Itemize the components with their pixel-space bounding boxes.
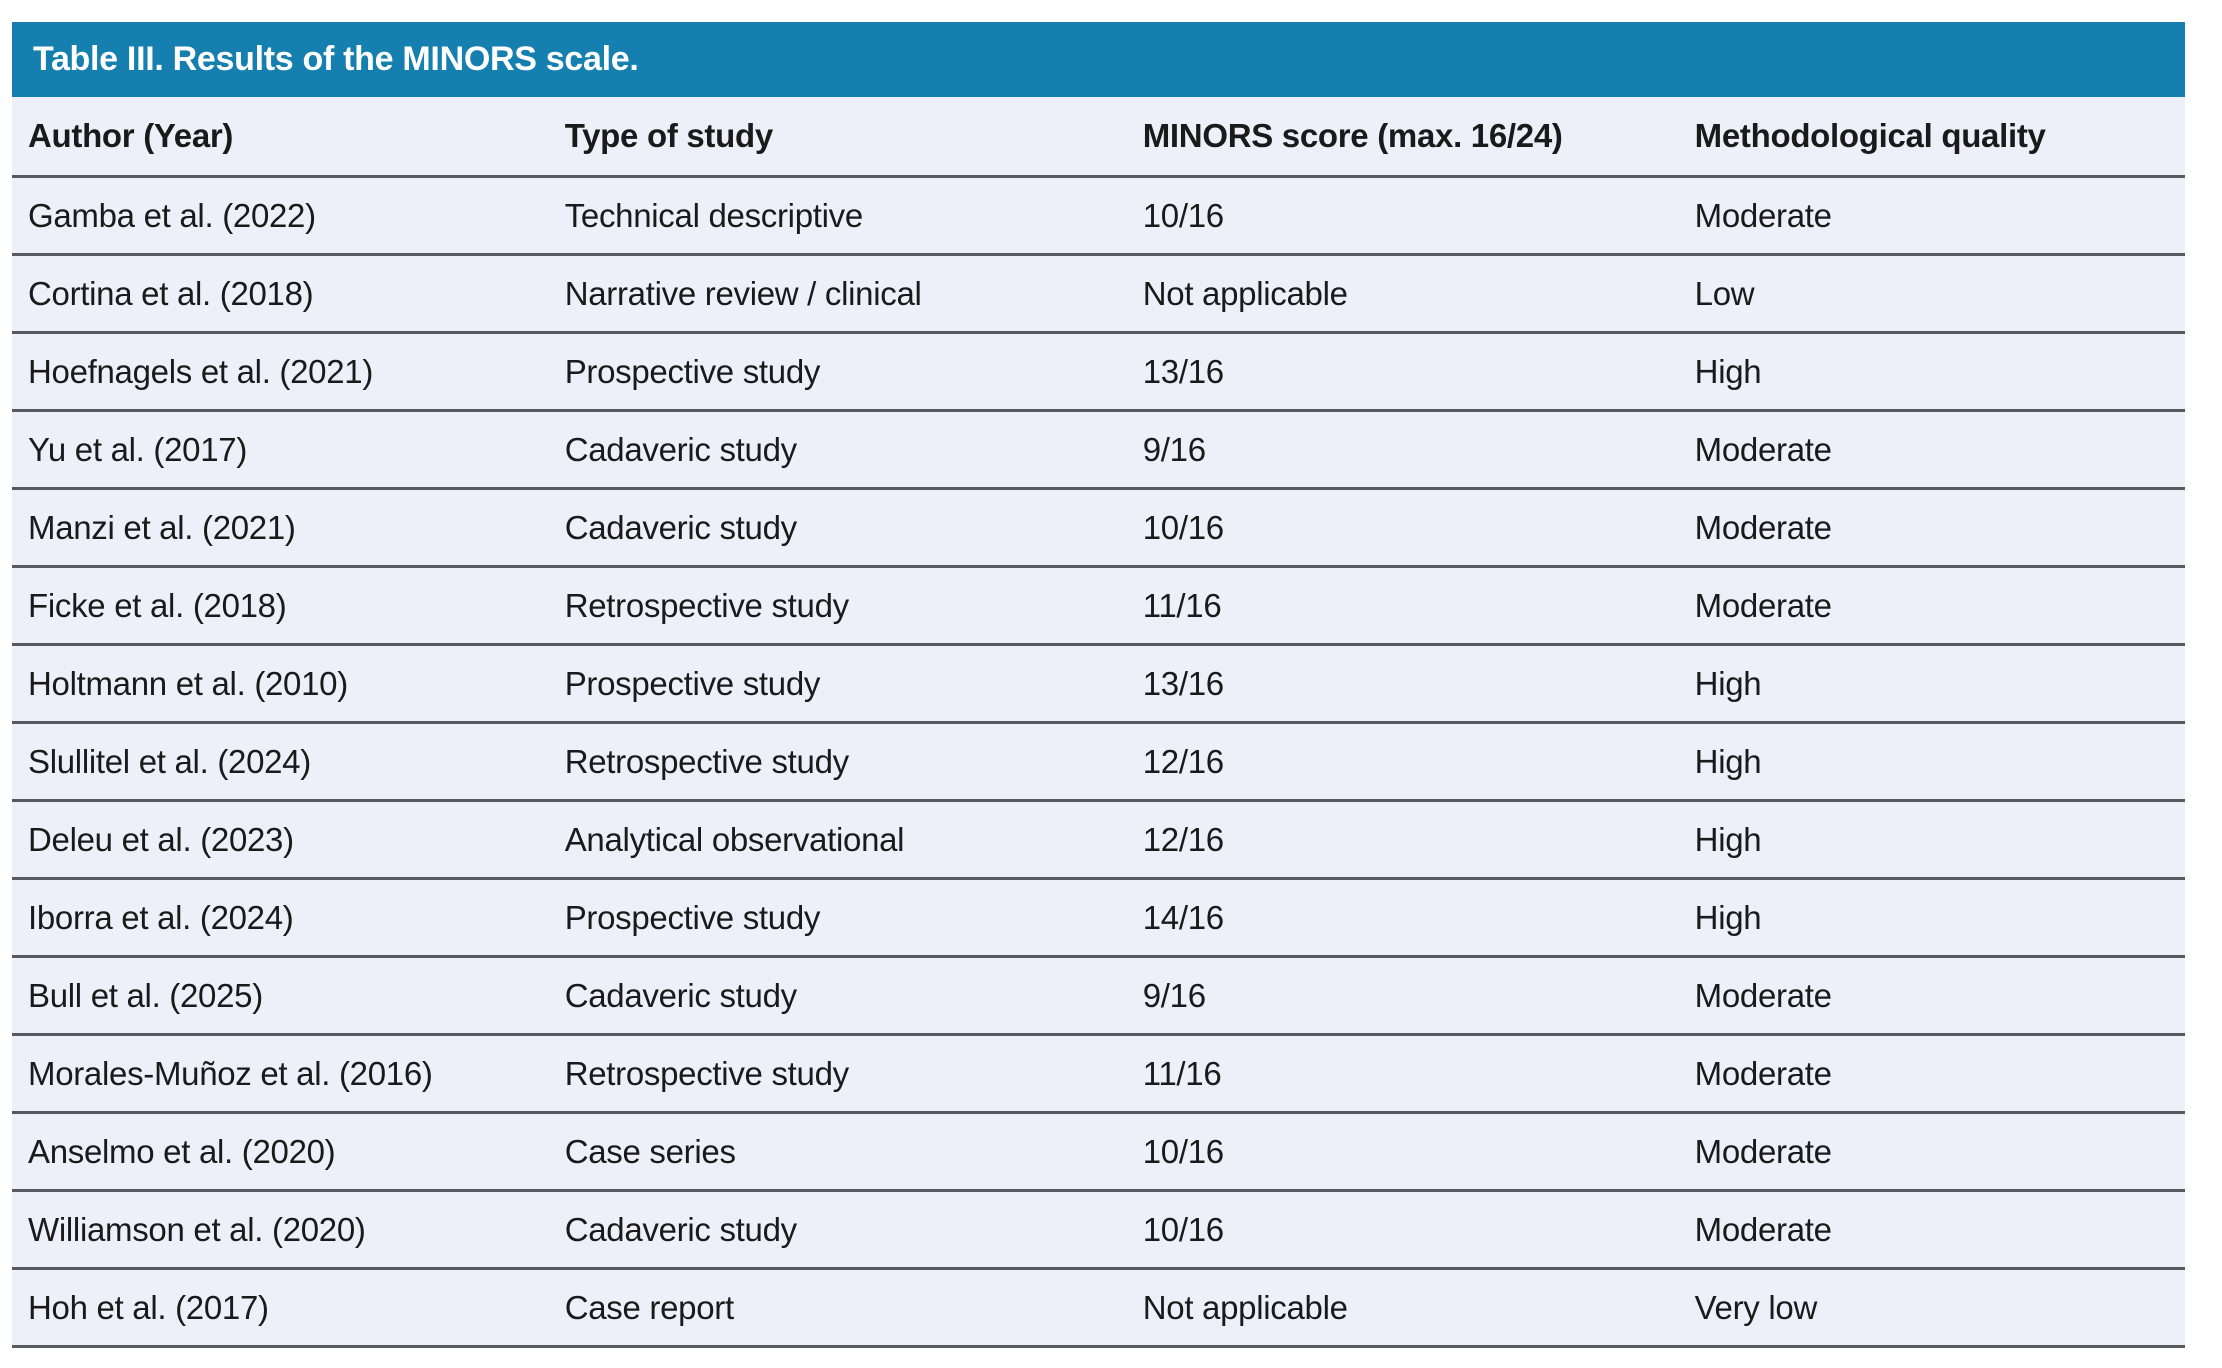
study-type-cell: Narrative review / clinical xyxy=(548,254,1127,334)
minors-table-card: Table III. Results of the MINORS scale. … xyxy=(12,22,2185,1348)
table-row: Holtmann et al. (2010) Prospective study 1… xyxy=(12,644,2185,724)
study-type-cell: Analytical observational xyxy=(548,800,1127,880)
study-type-cell: Prospective study xyxy=(548,644,1127,724)
table-body: Gamba et al. (2022) Technical descriptive… xyxy=(12,176,2185,1348)
table-title: Table III. Results of the MINORS scale. xyxy=(33,40,639,78)
minors-score-cell: 13/16 xyxy=(1126,332,1679,412)
table-row: Morales-Muñoz et al. (2016) Retrospective… xyxy=(12,1034,2185,1114)
minors-score-cell: 12/16 xyxy=(1126,722,1679,802)
table-row: Hoefnagels et al. (2021) Prospective stud… xyxy=(12,332,2185,412)
minors-score-cell: 10/16 xyxy=(1126,488,1679,568)
minors-score-cell: Not applicable xyxy=(1126,254,1679,334)
author-cell: Manzi et al. (2021) xyxy=(12,488,549,568)
study-type-cell: Retrospective study xyxy=(548,566,1127,646)
header-row: Author (Year) Type of study MINORS score (… xyxy=(12,97,2185,178)
quality-cell: High xyxy=(1678,644,2185,724)
minors-score-cell: 10/16 xyxy=(1126,176,1679,256)
author-cell: Gamba et al. (2022) xyxy=(12,176,549,256)
table-row: Williamson et al. (2020) Cadaveric study 1… xyxy=(12,1190,2185,1270)
minors-score-cell: 9/16 xyxy=(1126,956,1679,1036)
quality-cell: Moderate xyxy=(1678,566,2185,646)
table-row: Yu et al. (2017) Cadaveric study 9/16 Moder… xyxy=(12,410,2185,490)
author-cell: Holtmann et al. (2010) xyxy=(12,644,549,724)
quality-cell: Moderate xyxy=(1678,1190,2185,1270)
author-cell: Williamson et al. (2020) xyxy=(12,1190,549,1270)
study-type-cell: Prospective study xyxy=(548,332,1127,412)
author-cell: Hoefnagels et al. (2021) xyxy=(12,332,549,412)
table-title-bar: Table III. Results of the MINORS scale. xyxy=(12,22,2185,97)
table-row: Deleu et al. (2023) Analytical observatio… xyxy=(12,800,2185,880)
quality-cell: Very low xyxy=(1678,1268,2185,1348)
author-cell: Deleu et al. (2023) xyxy=(12,800,549,880)
author-cell: Anselmo et al. (2020) xyxy=(12,1112,549,1192)
minors-score-cell: 11/16 xyxy=(1126,1034,1679,1114)
minors-table: Author (Year) Type of study MINORS score (… xyxy=(12,97,2185,1348)
quality-cell: Low xyxy=(1678,254,2185,334)
study-type-cell: Prospective study xyxy=(548,878,1127,958)
quality-cell: Moderate xyxy=(1678,956,2185,1036)
author-cell: Slullitel et al. (2024) xyxy=(12,722,549,802)
study-type-cell: Case report xyxy=(548,1268,1127,1348)
column-header: MINORS score (max. 16/24) xyxy=(1126,97,1679,178)
quality-cell: High xyxy=(1678,722,2185,802)
author-cell: Cortina et al. (2018) xyxy=(12,254,549,334)
quality-cell: High xyxy=(1678,800,2185,880)
study-type-cell: Retrospective study xyxy=(548,722,1127,802)
author-cell: Iborra et al. (2024) xyxy=(12,878,549,958)
table-row: Gamba et al. (2022) Technical descriptive… xyxy=(12,176,2185,256)
quality-cell: High xyxy=(1678,878,2185,958)
quality-cell: High xyxy=(1678,332,2185,412)
table-row: Iborra et al. (2024) Prospective study 14/… xyxy=(12,878,2185,958)
minors-score-cell: 10/16 xyxy=(1126,1190,1679,1270)
minors-score-cell: 14/16 xyxy=(1126,878,1679,958)
minors-score-cell: 9/16 xyxy=(1126,410,1679,490)
table-row: Hoh et al. (2017) Case report Not applicab… xyxy=(12,1268,2185,1348)
quality-cell: Moderate xyxy=(1678,176,2185,256)
author-cell: Hoh et al. (2017) xyxy=(12,1268,549,1348)
author-cell: Ficke et al. (2018) xyxy=(12,566,549,646)
table-row: Anselmo et al. (2020) Case series 10/16 Mod… xyxy=(12,1112,2185,1192)
study-type-cell: Cadaveric study xyxy=(548,488,1127,568)
author-cell: Morales-Muñoz et al. (2016) xyxy=(12,1034,549,1114)
column-header: Methodological quality xyxy=(1678,97,2185,178)
study-type-cell: Cadaveric study xyxy=(548,956,1127,1036)
study-type-cell: Retrospective study xyxy=(548,1034,1127,1114)
quality-cell: Moderate xyxy=(1678,1034,2185,1114)
study-type-cell: Technical descriptive xyxy=(548,176,1127,256)
minors-score-cell: Not applicable xyxy=(1126,1268,1679,1348)
table-row: Cortina et al. (2018) Narrative review / … xyxy=(12,254,2185,334)
study-type-cell: Cadaveric study xyxy=(548,410,1127,490)
minors-score-cell: 13/16 xyxy=(1126,644,1679,724)
author-cell: Bull et al. (2025) xyxy=(12,956,549,1036)
table-row: Manzi et al. (2021) Cadaveric study 10/16 M… xyxy=(12,488,2185,568)
study-type-cell: Case series xyxy=(548,1112,1127,1192)
minors-score-cell: 12/16 xyxy=(1126,800,1679,880)
author-cell: Yu et al. (2017) xyxy=(12,410,549,490)
minors-score-cell: 11/16 xyxy=(1126,566,1679,646)
table-row: Ficke et al. (2018) Retrospective study 11… xyxy=(12,566,2185,646)
study-type-cell: Cadaveric study xyxy=(548,1190,1127,1270)
minors-score-cell: 10/16 xyxy=(1126,1112,1679,1192)
quality-cell: Moderate xyxy=(1678,1112,2185,1192)
quality-cell: Moderate xyxy=(1678,410,2185,490)
column-header: Type of study xyxy=(548,97,1127,178)
column-header: Author (Year) xyxy=(12,97,549,178)
table-row: Slullitel et al. (2024) Retrospective stu… xyxy=(12,722,2185,802)
quality-cell: Moderate xyxy=(1678,488,2185,568)
table-row: Bull et al. (2025) Cadaveric study 9/16 Mod… xyxy=(12,956,2185,1036)
